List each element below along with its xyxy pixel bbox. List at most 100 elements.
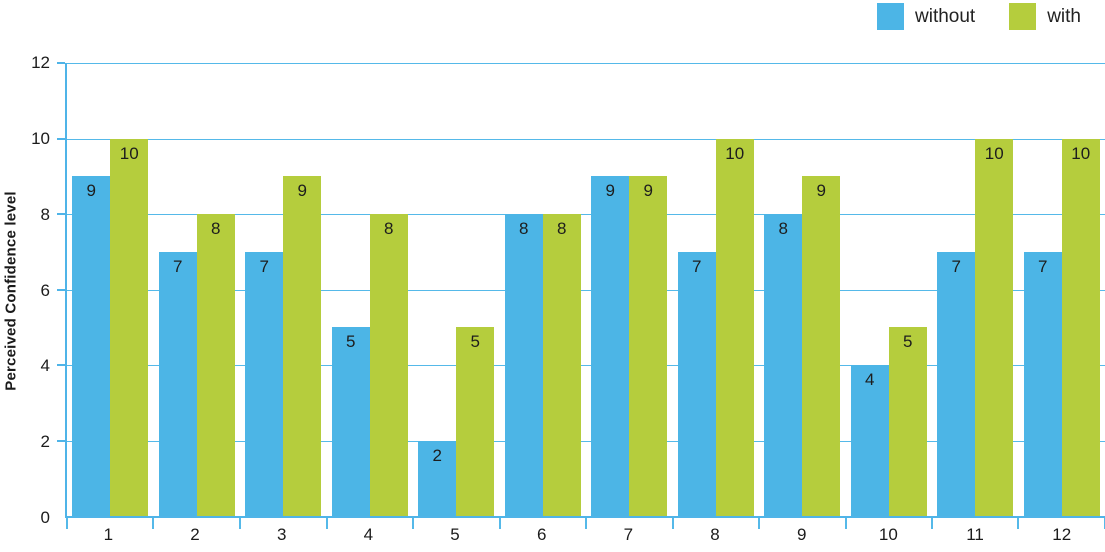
bar-without: 7 — [937, 251, 976, 516]
bar-value-label: 5 — [903, 332, 913, 352]
bar-with: 10 — [715, 138, 754, 516]
gridline — [67, 63, 1105, 64]
x-tick-mark — [498, 518, 501, 529]
x-tick-mark — [238, 518, 241, 529]
gridline — [67, 214, 1105, 216]
bar-value-label: 7 — [951, 256, 961, 276]
legend-item-without: without — [877, 3, 975, 30]
bar-value-label: 4 — [865, 370, 875, 390]
bar-group: 9 10 — [67, 63, 154, 516]
y-tick-label: 6 — [40, 280, 50, 300]
y-tick-label: 2 — [40, 432, 50, 452]
y-tick-mark — [57, 213, 65, 216]
bar-group: 7 10 — [1019, 63, 1105, 516]
bar-without: 8 — [504, 214, 543, 516]
gridline — [67, 365, 1105, 367]
bar-group: 7 10 — [932, 63, 1019, 516]
x-tick-mark — [152, 518, 155, 529]
bar-with: 10 — [1061, 138, 1100, 516]
x-tick-label: 3 — [276, 525, 287, 544]
bar-value-label: 7 — [173, 256, 183, 276]
bar-value-label: 8 — [211, 219, 221, 239]
bar-with: 9 — [283, 176, 322, 516]
x-tick-label: 8 — [710, 525, 720, 544]
bar-without: 8 — [764, 214, 803, 516]
x-tick-mark — [411, 518, 414, 529]
x-tick-mark — [757, 518, 760, 529]
x-tick-mark — [585, 518, 587, 529]
bar-without: 7 — [158, 251, 197, 516]
bar-without: 5 — [331, 327, 370, 516]
y-tick-mark — [57, 288, 65, 291]
bar-value-label: 8 — [778, 219, 788, 239]
bar-with: 10 — [975, 138, 1014, 516]
y-axis: 0 2 4 6 8 10 12 — [0, 53, 50, 527]
bar-value-label: 7 — [1038, 256, 1048, 276]
x-tick-label: 11 — [966, 525, 984, 544]
bar-without: 7 — [1023, 251, 1062, 516]
bar-group: 7 10 — [673, 63, 760, 516]
x-tick-label: 10 — [878, 525, 898, 544]
bar-without: 7 — [677, 251, 716, 516]
x-tick-label: 12 — [1052, 525, 1072, 544]
legend-item-with: with — [1009, 3, 1081, 30]
legend-label-without: without — [915, 5, 976, 27]
bar-with: 5 — [888, 327, 927, 516]
x-tick-label: 7 — [623, 525, 634, 544]
bar-without: 2 — [418, 440, 457, 516]
bar-value-label: 8 — [519, 219, 529, 239]
x-tick-mark — [931, 518, 933, 529]
x-tick-label: 6 — [536, 525, 547, 544]
legend-swatch-with — [1009, 3, 1037, 30]
gridline — [67, 289, 1105, 291]
y-tick-mark — [57, 137, 65, 140]
gridline — [67, 138, 1105, 140]
bar-with: 5 — [456, 327, 495, 516]
bar-value-label: 8 — [557, 219, 567, 239]
x-tick-mark — [671, 518, 674, 529]
bar-value-label: 9 — [605, 181, 615, 201]
y-tick-label: 10 — [31, 128, 50, 148]
y-tick-label: 4 — [40, 356, 50, 376]
x-tick-mark — [66, 518, 68, 529]
bar-value-label: 5 — [470, 332, 480, 352]
gridline — [67, 440, 1105, 442]
bar-with: 9 — [802, 176, 841, 516]
plot-area: 9 10 7 8 7 9 5 8 2 5 8 8 9 9 7 10 8 9 4 5 7 10 7 10 — [57, 62, 1105, 529]
bar-value-label: 10 — [119, 143, 139, 163]
bar-without: 9 — [72, 176, 111, 516]
x-tick-label: 9 — [796, 525, 807, 544]
bar-value-label: 8 — [384, 219, 394, 239]
x-tick-label: 5 — [450, 525, 460, 544]
bar-value-label: 7 — [259, 256, 269, 276]
bar-value-label: 10 — [1071, 143, 1091, 163]
legend-swatch-without — [877, 3, 904, 30]
y-tick-mark — [57, 439, 65, 442]
bar-value-label: 9 — [86, 181, 96, 201]
x-tick-mark — [844, 518, 847, 529]
bar-with: 8 — [542, 214, 581, 516]
bar-value-label: 9 — [643, 181, 653, 201]
x-tick-label: 4 — [363, 525, 374, 544]
y-tick-mark — [57, 62, 65, 64]
bar-value-label: 9 — [297, 181, 307, 201]
y-tick-label: 8 — [40, 204, 50, 224]
bar-without: 4 — [850, 365, 889, 516]
bar-value-label: 7 — [692, 256, 702, 276]
bar-with: 10 — [110, 138, 149, 516]
x-axis: 1 2 3 4 5 6 7 8 9 10 11 12 — [65, 518, 1105, 552]
x-tick-mark — [325, 518, 328, 529]
y-tick-label: 0 — [40, 508, 50, 527]
y-tick-label: 12 — [31, 53, 50, 72]
legend: without with — [877, 3, 1081, 30]
bar-value-label: 10 — [984, 143, 1004, 163]
